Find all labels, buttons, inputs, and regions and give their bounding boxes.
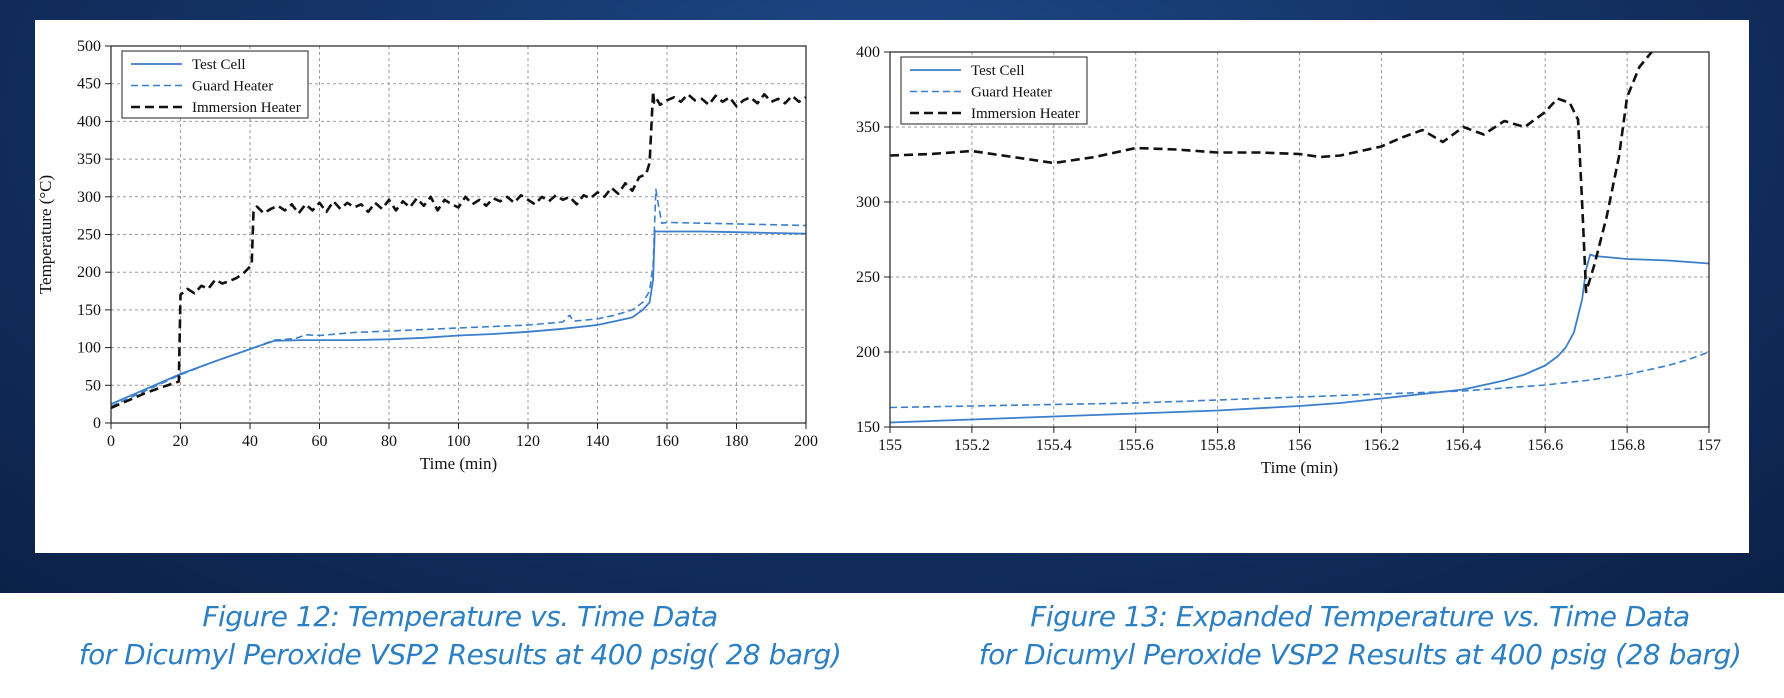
y-tick-label: 400 [77, 113, 101, 130]
legend-label: Test Cell [971, 63, 1025, 79]
x-tick-label: 60 [312, 433, 328, 450]
y-tick-label: 200 [77, 264, 101, 281]
figure-12-chart: 0 20 40 60 80 100 120 140 160 180 200 0 50 100 150 200 2… [36, 38, 818, 473]
figure-12-caption-line2: for Dicumyl Peroxide VSP2 Results at 400… [78, 638, 842, 671]
figure-panel: 0 20 40 60 80 100 120 140 160 180 200 0 50 100 150 200 2… [35, 20, 1749, 553]
y-tick-label: 0 [93, 415, 101, 432]
figure-13-caption-line1: Figure 13: Expanded Temperature vs. Time… [1030, 600, 1690, 633]
legend-box [121, 50, 309, 119]
figure-13-caption-line2: for Dicumyl Peroxide VSP2 Results at 400… [978, 638, 1742, 671]
y-tick-label: 450 [77, 76, 101, 93]
legend-label: Test Cell [192, 57, 246, 73]
y-tick-label: 400 [856, 44, 880, 61]
x-tick-label: 156.8 [1609, 437, 1645, 454]
figure-12-caption: Figure 12: Temperature vs. Time Data for… [30, 598, 890, 674]
x-tick-label: 80 [381, 433, 397, 450]
legend-label: Guard Heater [192, 79, 273, 95]
legend: Test Cell Guard Heater Immersion Heater [121, 50, 309, 119]
x-axis-label: Time (min) [1261, 458, 1338, 477]
x-tick-label: 100 [447, 433, 471, 450]
x-tick-label: 140 [586, 433, 610, 450]
y-tick-label: 500 [77, 38, 101, 55]
series-line-guard-heater [111, 188, 806, 408]
y-tick-label: 300 [77, 189, 101, 206]
y-tick-label: 350 [856, 119, 880, 136]
x-tick-label: 20 [173, 433, 189, 450]
series-line-immersion-heater [890, 52, 1653, 294]
y-tick-label: 50 [85, 377, 101, 394]
y-axis-label: Temperature (°C) [36, 175, 55, 294]
legend-label: Immersion Heater [192, 100, 301, 116]
x-tick-label: 120 [516, 433, 540, 450]
x-tick-label: 0 [107, 433, 115, 450]
series-group [890, 52, 1709, 424]
y-tick-label: 300 [856, 194, 880, 211]
x-tick-label: 156.2 [1363, 437, 1399, 454]
x-tick-label: 155.8 [1200, 437, 1236, 454]
x-tick-label: 160 [655, 433, 679, 450]
legend-label: Immersion Heater [971, 106, 1080, 122]
y-tick-label: 350 [77, 151, 101, 168]
x-tick-label: 156.6 [1527, 437, 1563, 454]
y-tick-label: 100 [77, 340, 101, 357]
x-axis-label: Time (min) [420, 454, 497, 473]
series-line-guard-heater [890, 351, 1709, 409]
y-tick-label: 200 [856, 344, 880, 361]
figure-13-chart: 155 155.2 155.4 155.6 155.8 156 156.2 156.4 156.… [856, 44, 1721, 477]
x-tick-label: 155.2 [954, 437, 990, 454]
figure-13-caption: Figure 13: Expanded Temperature vs. Time… [940, 598, 1780, 674]
figure-12-caption-line1: Figure 12: Temperature vs. Time Data [202, 600, 718, 633]
y-tick-label: 250 [77, 227, 101, 244]
x-tick-label: 155 [878, 437, 902, 454]
x-tick-label: 155.4 [1036, 437, 1072, 454]
y-tick-label: 150 [77, 302, 101, 319]
x-tick-label: 156 [1288, 437, 1312, 454]
series-group [111, 89, 806, 410]
legend: Test Cell Guard Heater Immersion Heater [900, 56, 1088, 125]
grid [890, 52, 1709, 427]
legend-label: Guard Heater [971, 85, 1052, 101]
series-line-test-cell [890, 253, 1709, 424]
x-tick-label: 180 [725, 433, 749, 450]
y-tick-label: 150 [856, 419, 880, 436]
series-line-immersion-heater [111, 89, 806, 410]
x-tick-label: 155.6 [1118, 437, 1154, 454]
y-tick-label: 250 [856, 269, 880, 286]
x-tick-label: 157 [1697, 437, 1721, 454]
x-tick-label: 40 [242, 433, 258, 450]
x-tick-label: 156.4 [1445, 437, 1481, 454]
x-tick-label: 200 [794, 433, 818, 450]
